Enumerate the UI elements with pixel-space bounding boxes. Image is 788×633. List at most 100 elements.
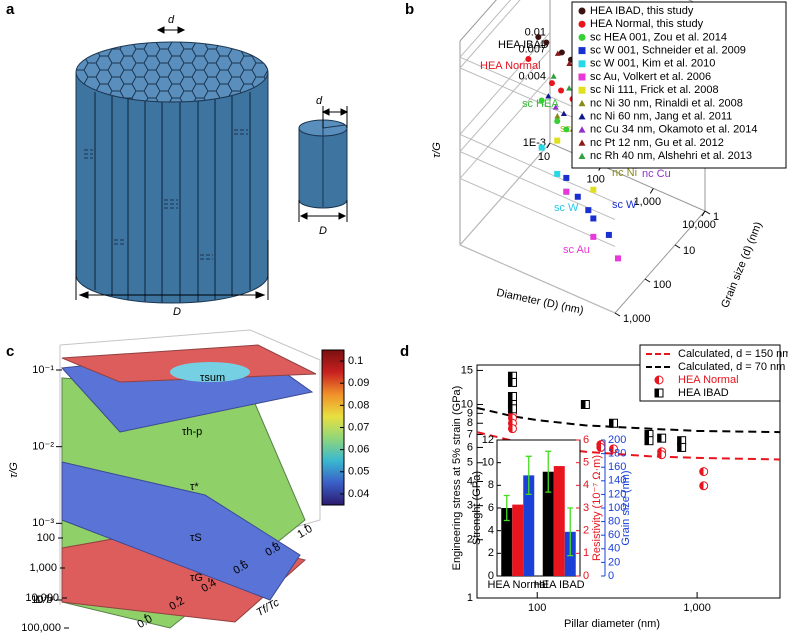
grid-line: [459, 0, 521, 69]
fit-line: [476, 431, 781, 461]
data-point: [538, 144, 545, 151]
y-tick-label: 200: [608, 434, 626, 446]
colorbar-label: 0.1: [348, 355, 363, 367]
x-tick-label: 10,000: [682, 219, 716, 231]
x-tick-label: HEA IBAD: [534, 579, 585, 591]
data-point: [507, 404, 517, 414]
y-tick-label: 0: [608, 570, 614, 582]
y-axis-label: τ/G: [431, 142, 443, 158]
y-tick-label: 10⁻³: [32, 517, 54, 529]
legend-marker: [578, 152, 586, 159]
data-point: [558, 49, 565, 56]
legend-label: sc W 001, Kim et al. 2010: [590, 58, 715, 70]
y-tick-label: 15: [461, 364, 473, 376]
y-tick-label: 100: [608, 502, 626, 514]
y-tick-label: 120: [608, 488, 626, 500]
data-point: [563, 126, 570, 133]
data-point: [596, 442, 606, 452]
data-point: [644, 436, 654, 446]
legend-label: HEA IBAD, this study: [590, 5, 694, 17]
data-point: [563, 188, 570, 195]
y-tick-label: 2: [488, 547, 494, 559]
y-tick-label: 2: [467, 534, 473, 546]
colorbar-label: 0.06: [348, 444, 369, 456]
annotation: sc Au: [563, 244, 590, 256]
data-point: [699, 467, 709, 477]
z-tick-label: 1: [713, 211, 719, 223]
surface-label: τS: [190, 532, 202, 544]
cylinder-body: [75, 71, 269, 304]
y-tick-label: 80: [608, 516, 620, 528]
legend-label: sc Ni 111, Frick et al. 2008: [590, 84, 719, 96]
y-tick-label: 10: [482, 457, 494, 469]
y-axis-label: τ/G: [8, 462, 20, 478]
legend-label: sc Au, Volkert et al. 2006: [590, 71, 711, 83]
dim-label: d: [316, 95, 323, 107]
data-point: [614, 255, 621, 262]
annotation: sc W: [554, 202, 579, 214]
tick-mark: [674, 244, 681, 249]
data-point: [590, 186, 597, 193]
dimension-D: [75, 240, 269, 300]
axis-label: Strenght (GPa): [471, 471, 483, 545]
legend-marker: [578, 47, 586, 55]
grid-line: [459, 244, 616, 314]
grid-line: [459, 142, 551, 246]
grid-line: [459, 49, 551, 152]
z-tick-label: 100: [653, 279, 671, 291]
x-axis-label: Pillar diameter (nm): [564, 618, 660, 630]
surface-label: τG: [190, 572, 203, 584]
dim-label: D: [319, 225, 327, 237]
y-tick-label: 3: [583, 502, 589, 514]
y-tick-label: 160: [608, 461, 626, 473]
y-tick-label: 6: [488, 502, 494, 514]
legend-label: nc Rh 40 nm, Alshehri et al. 2013: [590, 150, 752, 162]
x-tick-label: 10: [538, 151, 550, 163]
data-point: [657, 433, 667, 443]
data-point: [545, 93, 552, 99]
y-tick-label: 5: [583, 457, 589, 469]
data-point: [554, 118, 561, 125]
y-tick-label: 40: [608, 543, 620, 555]
legend-marker: [578, 20, 586, 28]
data-point: [605, 231, 612, 238]
y-tick-label: 1: [583, 547, 589, 559]
dimension-d: [156, 26, 186, 34]
data-point: [552, 104, 559, 110]
annotation: sc HEA: [522, 98, 559, 110]
y-tick-label: 8: [467, 417, 473, 429]
y-tick-label: 10⁻⁴: [31, 594, 54, 606]
surface-label: τsum: [200, 372, 225, 384]
dimension-d-small: [321, 106, 349, 128]
y-tick-label: 4: [583, 479, 589, 491]
x-tick-label: HEA Normal: [487, 579, 548, 591]
bar: [542, 471, 554, 576]
box-edge: [614, 210, 706, 314]
grid-line: [459, 0, 512, 58]
annotation: HEA Normal: [480, 60, 541, 72]
grid-line: [459, 133, 616, 203]
data-point: [563, 174, 570, 181]
legend-label: HEA Normal: [678, 374, 739, 386]
y-tick-label: 2: [583, 525, 589, 537]
y-tick-label: 0.01: [525, 26, 546, 38]
error-bar: [503, 494, 510, 522]
data-point: [590, 233, 597, 240]
tick-mark: [546, 142, 551, 149]
panel-label: d: [400, 343, 409, 360]
y-tick-label: 1: [467, 592, 473, 604]
legend-marker: [578, 99, 586, 107]
dim-label: d: [168, 14, 175, 26]
data-point: [554, 50, 561, 56]
y-tick-label: 0.004: [518, 70, 546, 82]
data-point: [507, 391, 517, 401]
annotation: HEA IBAD: [498, 39, 549, 51]
data-point: [580, 399, 590, 409]
data-point: [554, 137, 561, 144]
data-point: [548, 80, 555, 87]
legend-label: nc Ni 60 nm, Jang et al. 2011: [590, 111, 732, 123]
colorbar-label: 0.08: [348, 399, 369, 411]
data-point: [677, 442, 687, 452]
dimension-D-small: [298, 200, 348, 222]
